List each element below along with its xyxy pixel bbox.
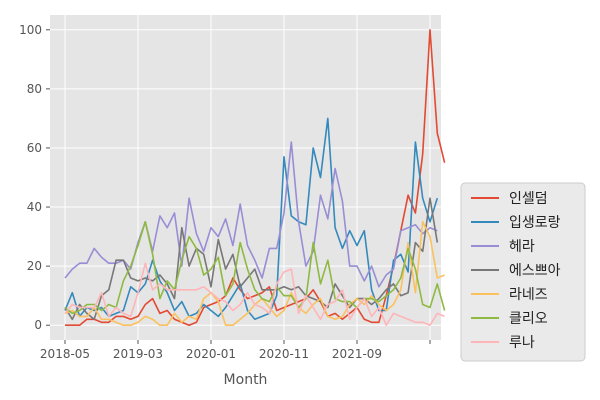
y-tick-label: 20 (27, 259, 42, 273)
y-tick-label: 80 (27, 82, 42, 96)
series-line-2 (64, 141, 438, 288)
legend-label: 라네즈 (509, 287, 548, 303)
y-tick-label: 40 (27, 200, 42, 214)
x-tick-label: 2020-11 (259, 347, 309, 361)
legend-label: 루나 (509, 335, 535, 351)
legend-box (460, 182, 586, 362)
plot-area (50, 15, 441, 340)
series-line-5 (64, 221, 446, 315)
series-line-3 (64, 197, 439, 321)
y-tick-label: 0 (34, 318, 42, 332)
y-tick-label: 60 (27, 141, 42, 155)
x-tick-label: 2019-03 (113, 347, 163, 361)
x-tick-label: 2020-01 (186, 347, 236, 361)
legend-label: 클리오 (509, 311, 548, 327)
y-tick-label: 100 (19, 23, 42, 37)
series-lines (64, 28, 446, 327)
legend-label: 헤라 (509, 239, 535, 255)
x-axis-label: Month (224, 372, 268, 388)
legend-label: 에스쁘아 (509, 263, 561, 279)
x-tick-label: 2018-05 (40, 347, 90, 361)
series-line-6 (64, 262, 445, 327)
x-tick-label: 2021-09 (332, 347, 382, 361)
legend-label: 입생로랑 (509, 215, 561, 231)
legend-label: 인셀덤 (509, 191, 548, 207)
axes: 0 20 40 60 80 100 2018-05 2019-03 2020-01 2020-11… (19, 23, 431, 361)
